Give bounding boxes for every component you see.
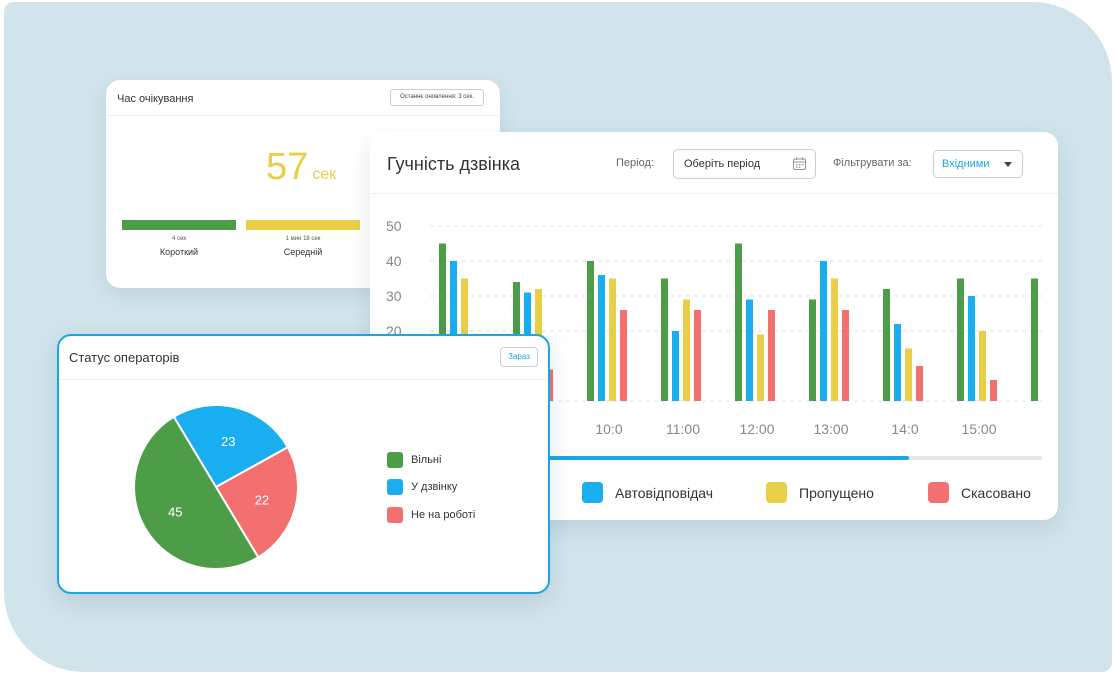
legend-label: Автовідповідач — [615, 485, 714, 501]
x-tick-label: 10:0 — [595, 421, 622, 437]
legend-swatch — [387, 479, 403, 495]
bar-Відповідено[interactable] — [587, 261, 594, 401]
chart-scrollbar[interactable] — [548, 456, 1042, 460]
calendar-icon[interactable] — [793, 157, 806, 170]
short-wait-label: Короткий — [159, 247, 199, 257]
pie-slice-Не на роботі[interactable] — [214, 445, 299, 559]
wait-time-value: 57 сек — [266, 146, 496, 189]
operator-status-card: Статус операторів Зараз 23 22 45 Вільні У … — [57, 334, 550, 594]
legend-label: Вільні — [411, 454, 442, 466]
bar-Відповідено[interactable] — [809, 299, 816, 402]
short-wait-bar — [122, 220, 236, 230]
period-label: Період: — [616, 157, 654, 169]
y-tick-label: 50 — [386, 218, 402, 234]
bar-Пропущено[interactable] — [757, 334, 764, 402]
legend-swatch — [387, 452, 403, 468]
bar-Скасовано[interactable] — [842, 310, 849, 401]
medium-wait-bar — [246, 220, 360, 230]
x-tick-label: 11:00 — [666, 421, 700, 437]
legend-label: Пропущено — [799, 485, 874, 501]
bar-Пропущено[interactable] — [831, 278, 838, 402]
pie-value-label: 23 — [221, 434, 235, 449]
legend-swatch — [766, 482, 787, 503]
bar-Скасовано[interactable] — [694, 310, 701, 401]
wait-time-number: 57 — [266, 146, 309, 188]
chart-scrollbar-thumb[interactable] — [548, 456, 909, 460]
y-tick-label: 30 — [386, 288, 402, 304]
wait-time-title: Час очікування — [117, 93, 194, 105]
filter-select[interactable]: Вхідними — [933, 150, 1023, 178]
call-volume-header: Гучність дзвінка Період: Оберіть період … — [370, 132, 1058, 194]
pie-slice-У дзвінку[interactable] — [172, 404, 290, 489]
legend-label: У дзвінку — [411, 481, 458, 493]
x-tick-label: 13:00 — [813, 421, 848, 437]
bar-Пропущено[interactable] — [979, 331, 986, 401]
medium-wait-time: 1 мин 18 сек — [285, 236, 321, 242]
bar-Автовідповідач[interactable] — [968, 296, 975, 401]
pie-value-label: 45 — [168, 504, 182, 519]
filter-label: Фільтрувати за: — [833, 157, 912, 169]
now-button[interactable]: Зараз — [500, 347, 538, 367]
legend-label: Не на роботі — [411, 509, 476, 521]
short-wait-time: 4 сек — [172, 236, 186, 242]
legend-label: Скасовано — [961, 485, 1031, 501]
pie-value-label: 22 — [255, 492, 269, 507]
bar-Автовідповідач[interactable] — [450, 261, 457, 401]
pie-slice-Вільні[interactable] — [133, 415, 260, 570]
bar-Скасовано[interactable] — [620, 310, 627, 401]
wait-time-header: Час очікування Останнє оновлення: 3 сек. — [106, 80, 500, 116]
wait-time-unit: сек — [312, 166, 337, 183]
operator-status-header: Статус операторів Зараз — [59, 336, 548, 380]
bar-Автовідповідач[interactable] — [746, 299, 753, 402]
bar-Пропущено[interactable] — [683, 299, 690, 402]
bar-Пропущено[interactable] — [609, 278, 616, 402]
bar-Автовідповідач[interactable] — [894, 324, 901, 401]
bar-Скасовано[interactable] — [990, 380, 997, 401]
bar-Автовідповідач[interactable] — [820, 261, 827, 401]
bar-Скасовано[interactable] — [768, 310, 775, 401]
y-tick-label: 40 — [386, 253, 402, 269]
operator-status-pie: 23 22 45 — [133, 404, 299, 570]
last-update-button[interactable]: Останнє оновлення: 3 сек. — [390, 89, 484, 106]
bar-Відповідено[interactable] — [439, 243, 446, 402]
bar-Автовідповідач[interactable] — [672, 331, 679, 401]
period-placeholder: Оберіть період — [684, 158, 761, 170]
chevron-down-icon — [1004, 162, 1012, 167]
bar-Автовідповідач[interactable] — [598, 275, 605, 401]
filter-value: Вхідними — [942, 158, 990, 170]
bar-Відповідено[interactable] — [661, 278, 668, 402]
bar-Відповідено[interactable] — [735, 243, 742, 402]
bar-Відповідено[interactable] — [1031, 278, 1038, 402]
period-input[interactable]: Оберіть період — [673, 149, 816, 179]
x-tick-label: 12:00 — [739, 421, 774, 437]
bar-Відповідено[interactable] — [957, 278, 964, 402]
call-volume-title: Гучність дзвінка — [387, 154, 521, 174]
operator-status-title: Статус операторів — [69, 350, 180, 365]
legend-swatch — [387, 507, 403, 523]
bar-Скасовано[interactable] — [916, 366, 923, 401]
bar-Пропущено[interactable] — [905, 348, 912, 402]
bar-Відповідено[interactable] — [883, 289, 890, 401]
x-tick-label: 15:00 — [961, 421, 996, 437]
legend-swatch — [582, 482, 603, 503]
x-tick-label: 14:0 — [891, 421, 918, 437]
legend-swatch — [928, 482, 949, 503]
medium-wait-label: Середній — [283, 247, 323, 257]
